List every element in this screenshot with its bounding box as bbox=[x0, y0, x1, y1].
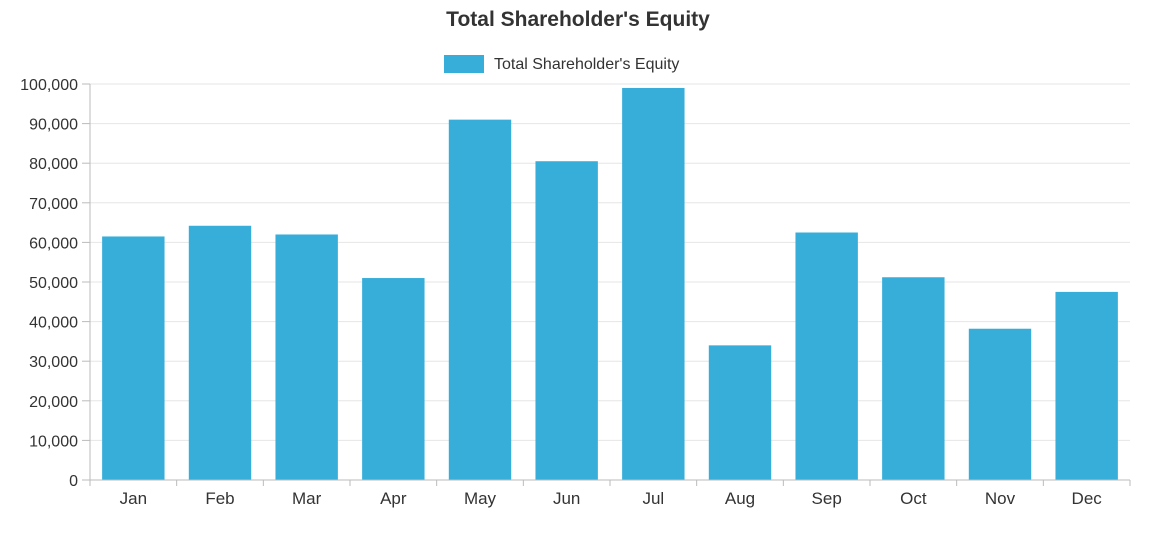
chart-title: Total Shareholder's Equity bbox=[446, 8, 710, 31]
x-tick-label: Jul bbox=[642, 489, 664, 508]
bar-nov[interactable] bbox=[968, 328, 1032, 480]
x-tick-label: May bbox=[464, 489, 497, 508]
bars bbox=[102, 87, 1118, 481]
y-tick-label: 80,000 bbox=[29, 156, 78, 173]
bar-dec[interactable] bbox=[1055, 291, 1118, 480]
legend-label[interactable]: Total Shareholder's Equity bbox=[494, 56, 679, 73]
bar-mar[interactable] bbox=[275, 234, 338, 480]
x-tick-label: Jan bbox=[120, 489, 147, 508]
y-tick-label: 100,000 bbox=[20, 77, 78, 94]
legend-swatch[interactable] bbox=[444, 55, 484, 73]
x-tick-label: Feb bbox=[205, 489, 234, 508]
bar-may[interactable] bbox=[448, 119, 512, 480]
x-tick-label: Jun bbox=[553, 489, 580, 508]
y-axis-ticks: 0 10,000 20,000 30,000 40,000 50,000 60,000 70,… bbox=[20, 77, 90, 490]
bar-jan[interactable] bbox=[102, 236, 165, 480]
y-tick-label: 40,000 bbox=[29, 315, 78, 332]
x-tick-label: Sep bbox=[812, 489, 842, 508]
y-tick-label: 50,000 bbox=[29, 275, 78, 292]
x-axis-ticks: Jan Feb Mar Apr May Jun Jul Aug Sep Oct Nov Dec bbox=[120, 480, 1131, 508]
y-tick-label: 60,000 bbox=[29, 235, 78, 252]
x-tick-label: Dec bbox=[1072, 489, 1103, 508]
bar-sep[interactable] bbox=[795, 232, 858, 481]
bar-apr[interactable] bbox=[362, 278, 425, 480]
bar-aug[interactable] bbox=[708, 345, 772, 480]
x-tick-label: Apr bbox=[380, 489, 407, 508]
x-tick-label: Aug bbox=[725, 489, 755, 508]
x-tick-label: Nov bbox=[985, 489, 1016, 508]
gridlines bbox=[90, 83, 1130, 441]
x-tick-label: Mar bbox=[292, 489, 322, 508]
y-tick-label: 0 bbox=[69, 473, 78, 490]
bar-oct[interactable] bbox=[882, 277, 945, 480]
x-tick-label: Oct bbox=[900, 489, 927, 508]
bar-jun[interactable] bbox=[535, 161, 598, 480]
y-tick-label: 20,000 bbox=[29, 394, 78, 411]
y-tick-label: 10,000 bbox=[29, 433, 78, 450]
y-tick-label: 70,000 bbox=[29, 196, 78, 213]
bar-feb[interactable] bbox=[188, 225, 252, 480]
y-tick-label: 30,000 bbox=[29, 354, 78, 371]
legend[interactable]: Total Shareholder's Equity bbox=[444, 55, 679, 73]
bar-jul[interactable] bbox=[622, 87, 685, 481]
y-tick-label: 90,000 bbox=[29, 117, 78, 134]
